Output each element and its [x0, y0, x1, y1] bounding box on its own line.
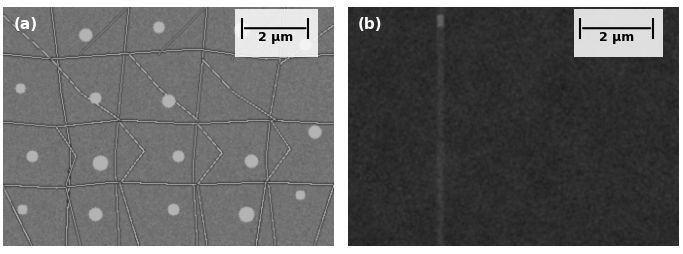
- Text: (a): (a): [14, 17, 38, 32]
- Text: 2 μm: 2 μm: [257, 30, 293, 43]
- Text: 2 μm: 2 μm: [599, 30, 635, 43]
- FancyBboxPatch shape: [574, 10, 663, 58]
- Text: (b): (b): [358, 17, 382, 32]
- FancyBboxPatch shape: [236, 10, 318, 58]
